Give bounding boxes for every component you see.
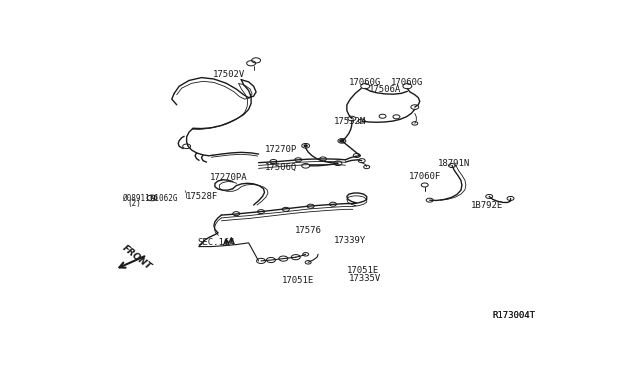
Text: 17528F: 17528F	[186, 192, 218, 201]
Circle shape	[340, 140, 344, 142]
Text: FRONT: FRONT	[121, 243, 154, 271]
Text: 17506A: 17506A	[369, 84, 401, 93]
Text: 17532M: 17532M	[334, 118, 367, 126]
Text: 17060F: 17060F	[408, 172, 441, 181]
Text: 17051E: 17051E	[347, 266, 379, 275]
Text: 17270PA: 17270PA	[210, 173, 248, 182]
Text: R173004T: R173004T	[493, 311, 536, 320]
Text: 17506Q: 17506Q	[265, 163, 297, 172]
Text: (2): (2)	[127, 199, 141, 208]
Text: SEC.164: SEC.164	[198, 238, 236, 247]
Text: 17576: 17576	[295, 226, 321, 235]
Text: 17502V: 17502V	[212, 70, 245, 79]
Text: 17270P: 17270P	[265, 145, 297, 154]
Text: 17339Y: 17339Y	[334, 236, 367, 246]
Text: 17060G: 17060G	[391, 78, 424, 87]
Text: 17060G: 17060G	[349, 78, 381, 87]
Text: R173004T: R173004T	[493, 311, 536, 320]
Text: Ø08911-1062G: Ø08911-1062G	[122, 193, 178, 202]
Text: 18791N: 18791N	[438, 159, 470, 168]
Text: N: N	[149, 195, 155, 201]
Circle shape	[304, 145, 307, 147]
Text: 17051E: 17051E	[282, 276, 314, 285]
Text: 1B792E: 1B792E	[470, 201, 503, 209]
Text: 17335V: 17335V	[349, 273, 381, 283]
